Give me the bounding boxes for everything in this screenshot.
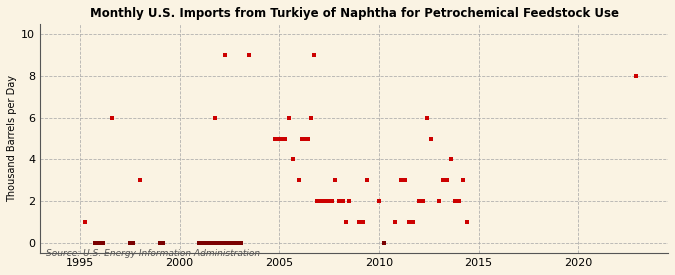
Point <box>362 178 373 182</box>
Point <box>288 157 298 162</box>
Point <box>227 241 238 245</box>
Point <box>222 241 233 245</box>
Point <box>224 241 235 245</box>
Point <box>219 241 230 245</box>
Point <box>200 241 211 245</box>
Point <box>354 220 364 224</box>
Point <box>80 220 90 224</box>
Point <box>214 241 225 245</box>
Point <box>389 220 400 224</box>
Point <box>425 136 436 141</box>
Point <box>341 220 352 224</box>
Point <box>244 53 254 57</box>
Point <box>457 178 468 182</box>
Point <box>220 53 231 57</box>
Point <box>408 220 418 224</box>
Point <box>234 241 245 245</box>
Point <box>89 241 100 245</box>
Point <box>303 136 314 141</box>
Point <box>404 220 414 224</box>
Point <box>630 74 641 78</box>
Point <box>344 199 354 203</box>
Point <box>358 220 369 224</box>
Point <box>421 116 432 120</box>
Point <box>274 136 285 141</box>
Point <box>210 116 221 120</box>
Point <box>338 199 348 203</box>
Point <box>454 199 464 203</box>
Point <box>413 199 424 203</box>
Point <box>400 178 410 182</box>
Point <box>95 241 105 245</box>
Point <box>91 241 102 245</box>
Point <box>306 116 317 120</box>
Point <box>329 178 340 182</box>
Point <box>373 199 384 203</box>
Point <box>217 241 228 245</box>
Point <box>92 241 103 245</box>
Point <box>446 157 456 162</box>
Point <box>204 241 215 245</box>
Point <box>231 241 242 245</box>
Point <box>461 220 472 224</box>
Point <box>312 199 323 203</box>
Point <box>318 199 329 203</box>
Point <box>194 241 205 245</box>
Point <box>297 136 308 141</box>
Point <box>236 241 246 245</box>
Point <box>198 241 209 245</box>
Point <box>270 136 281 141</box>
Point <box>294 178 304 182</box>
Point <box>277 136 288 141</box>
Point <box>128 241 138 245</box>
Point <box>229 241 240 245</box>
Point <box>221 241 232 245</box>
Point <box>134 178 145 182</box>
Point <box>315 199 325 203</box>
Point <box>215 241 226 245</box>
Point <box>327 199 338 203</box>
Text: Source: U.S. Energy Information Administration: Source: U.S. Energy Information Administ… <box>47 249 261 258</box>
Point <box>396 178 406 182</box>
Point <box>98 241 109 245</box>
Point <box>379 241 389 245</box>
Point <box>324 199 335 203</box>
Point <box>321 199 331 203</box>
Point <box>124 241 135 245</box>
Point <box>157 241 168 245</box>
Point <box>437 178 448 182</box>
Point <box>199 241 210 245</box>
Point <box>280 136 291 141</box>
Point <box>211 241 221 245</box>
Point <box>433 199 444 203</box>
Point <box>441 178 452 182</box>
Point <box>96 241 107 245</box>
Point <box>284 116 294 120</box>
Point <box>232 241 243 245</box>
Point <box>154 241 165 245</box>
Point <box>107 116 117 120</box>
Point <box>417 199 428 203</box>
Point <box>308 53 319 57</box>
Point <box>207 241 218 245</box>
Point <box>196 241 207 245</box>
Point <box>333 199 344 203</box>
Point <box>225 241 236 245</box>
Y-axis label: Thousand Barrels per Day: Thousand Barrels per Day <box>7 75 17 202</box>
Title: Monthly U.S. Imports from Turkiye of Naphtha for Petrochemical Feedstock Use: Monthly U.S. Imports from Turkiye of Nap… <box>90 7 618 20</box>
Point <box>450 199 460 203</box>
Point <box>300 136 310 141</box>
